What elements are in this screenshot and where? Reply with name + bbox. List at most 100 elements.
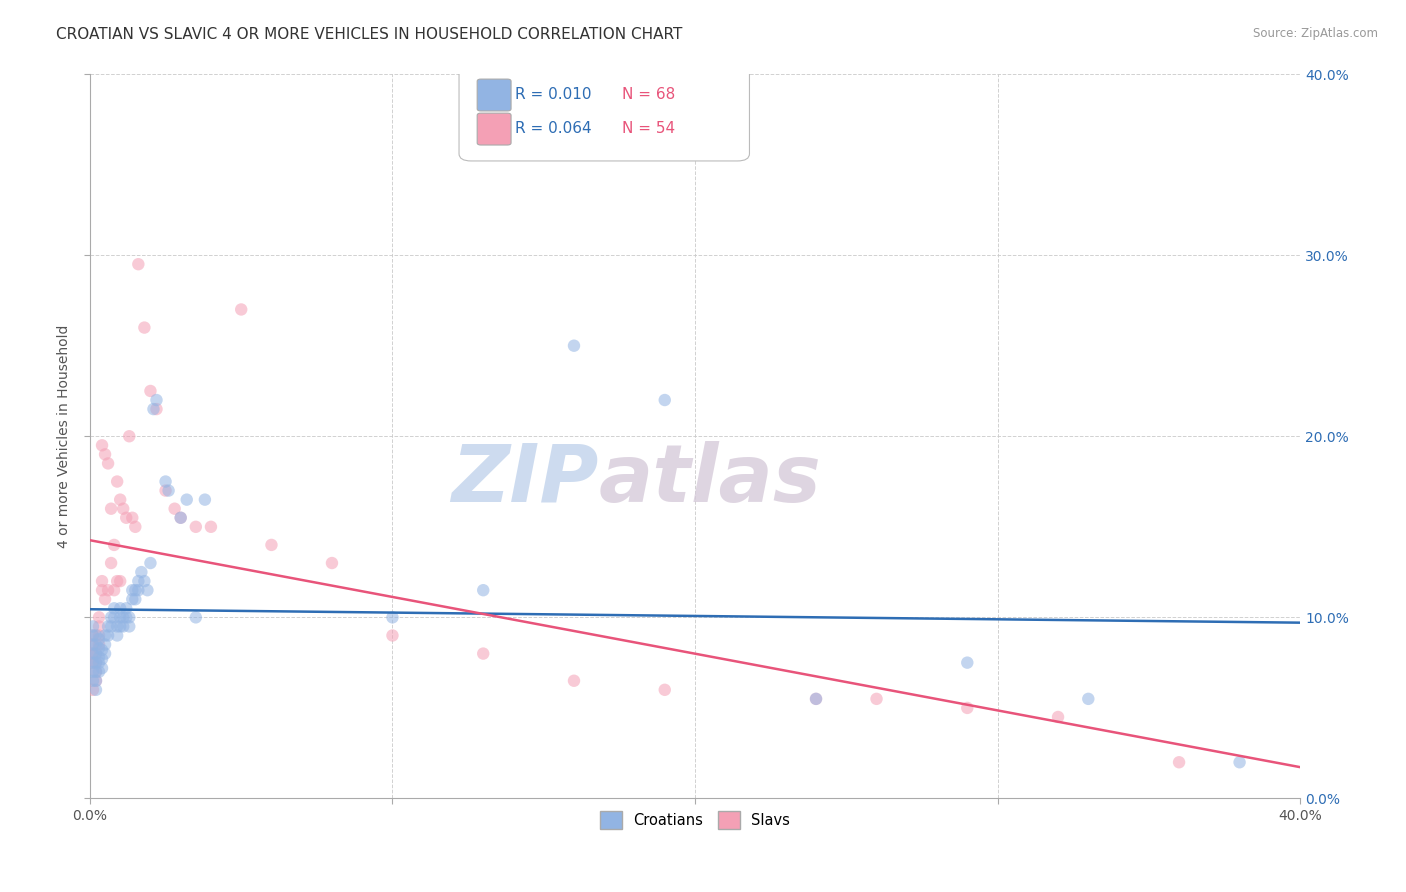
Point <box>142 402 165 417</box>
Point <box>134 574 156 589</box>
Point <box>1229 756 1251 770</box>
Point <box>87 610 110 624</box>
Point <box>87 650 110 665</box>
Point <box>118 610 141 624</box>
Point <box>105 619 128 633</box>
Point <box>108 619 131 633</box>
Text: Source: ZipAtlas.com: Source: ZipAtlas.com <box>1253 27 1378 40</box>
Point <box>131 565 153 579</box>
Point <box>127 257 149 271</box>
Point <box>155 475 177 489</box>
Point <box>84 628 107 642</box>
Point <box>87 656 110 670</box>
Text: N = 54: N = 54 <box>623 120 675 136</box>
Point <box>115 510 138 524</box>
Point <box>84 673 107 688</box>
Text: R = 0.010: R = 0.010 <box>515 87 591 102</box>
Point <box>94 647 117 661</box>
Point <box>91 643 114 657</box>
Point <box>115 610 138 624</box>
Point <box>321 556 343 570</box>
Point <box>654 682 676 697</box>
Point <box>231 302 253 317</box>
Point <box>87 665 110 679</box>
Point <box>121 583 143 598</box>
Point <box>121 510 143 524</box>
Point <box>82 628 104 642</box>
Point <box>91 438 114 452</box>
Point <box>112 610 135 624</box>
Point <box>82 682 104 697</box>
Point <box>84 682 107 697</box>
Point <box>97 619 120 633</box>
Point <box>82 656 104 670</box>
Point <box>82 628 104 642</box>
Point <box>260 538 283 552</box>
FancyBboxPatch shape <box>477 113 510 145</box>
Point <box>105 628 128 642</box>
Point <box>170 510 193 524</box>
Point <box>82 665 104 679</box>
Point <box>103 583 125 598</box>
Point <box>472 583 495 598</box>
Point <box>145 392 167 407</box>
Point <box>84 656 107 670</box>
Point <box>184 520 207 534</box>
Point <box>87 619 110 633</box>
Point <box>91 661 114 675</box>
Point <box>200 520 222 534</box>
Point <box>139 384 162 398</box>
Point <box>97 583 120 598</box>
Point <box>134 320 156 334</box>
Point <box>865 691 887 706</box>
Point <box>1077 691 1099 706</box>
Point <box>127 583 149 598</box>
Point <box>84 665 107 679</box>
Text: R = 0.064: R = 0.064 <box>515 120 592 136</box>
Point <box>176 492 198 507</box>
Y-axis label: 4 or more Vehicles in Household: 4 or more Vehicles in Household <box>58 325 72 548</box>
Point <box>84 656 107 670</box>
Point <box>94 628 117 642</box>
Point <box>184 610 207 624</box>
Point <box>97 628 120 642</box>
Point <box>562 339 585 353</box>
Point <box>94 592 117 607</box>
Point <box>84 647 107 661</box>
Point <box>91 574 114 589</box>
Text: N = 68: N = 68 <box>623 87 676 102</box>
Point <box>112 619 135 633</box>
Point <box>472 647 495 661</box>
Point <box>105 574 128 589</box>
Point <box>100 556 122 570</box>
Point <box>124 592 146 607</box>
Point <box>84 673 107 688</box>
Point <box>956 656 979 670</box>
Point <box>139 556 162 570</box>
Point <box>105 475 128 489</box>
Point <box>94 638 117 652</box>
Point <box>804 691 827 706</box>
FancyBboxPatch shape <box>458 63 749 161</box>
Point <box>84 647 107 661</box>
Point <box>654 392 676 407</box>
Point <box>97 457 120 471</box>
Point <box>121 592 143 607</box>
Point <box>91 652 114 666</box>
Point <box>112 501 135 516</box>
Point <box>956 701 979 715</box>
Point <box>103 601 125 615</box>
Point <box>91 583 114 598</box>
Point <box>127 574 149 589</box>
Point <box>82 673 104 688</box>
Point <box>381 628 404 642</box>
Point <box>108 492 131 507</box>
Text: CROATIAN VS SLAVIC 4 OR MORE VEHICLES IN HOUSEHOLD CORRELATION CHART: CROATIAN VS SLAVIC 4 OR MORE VEHICLES IN… <box>56 27 683 42</box>
Point <box>82 656 104 670</box>
Point <box>100 610 122 624</box>
Point <box>87 638 110 652</box>
Point <box>163 501 186 516</box>
Point <box>381 610 404 624</box>
Point <box>84 638 107 652</box>
Point <box>100 501 122 516</box>
